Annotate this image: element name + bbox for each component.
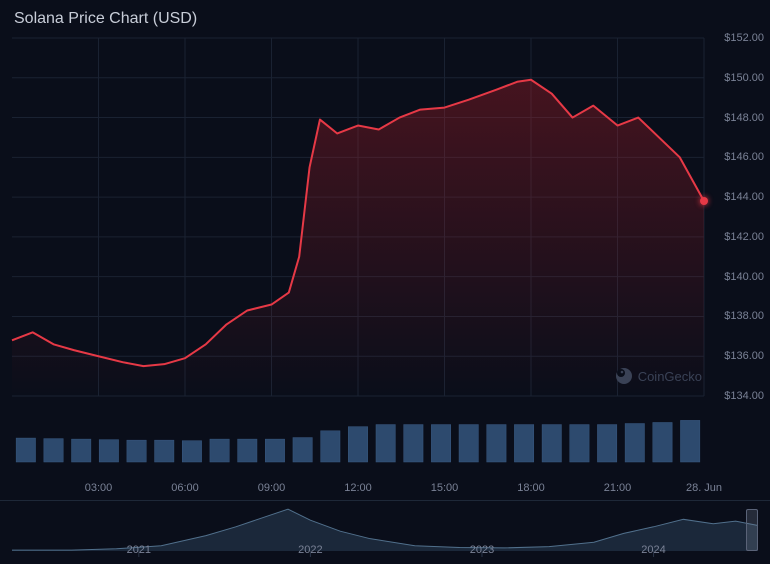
navigator-chart[interactable]: 2021 2022 2023 2024: [0, 500, 770, 562]
nav-year-label: 2021: [127, 544, 151, 556]
watermark-label: CoinGecko: [638, 369, 702, 384]
navigator-handle[interactable]: [746, 509, 758, 551]
x-tick-label: 21:00: [604, 482, 632, 494]
price-chart[interactable]: $134.00 $136.00 $138.00 $140.00 $142.00 $144.…: [0, 32, 770, 402]
y-tick-label: $144.00: [724, 191, 764, 203]
y-tick-label: $134.00: [724, 390, 764, 402]
x-tick-label: 06:00: [171, 482, 199, 494]
x-tick-label: 18:00: [517, 482, 545, 494]
coingecko-icon: [616, 368, 632, 384]
y-tick-label: $138.00: [724, 310, 764, 322]
x-tick-label: 28. Jun: [686, 482, 722, 494]
watermark: CoinGecko: [616, 368, 702, 384]
y-tick-label: $146.00: [724, 151, 764, 163]
x-tick-label: 03:00: [85, 482, 113, 494]
y-tick-label: $142.00: [724, 231, 764, 243]
y-tick-label: $150.00: [724, 72, 764, 84]
volume-chart[interactable]: [0, 404, 770, 476]
x-axis: 03:00 06:00 09:00 12:00 15:00 18:00 21:00 28. J…: [0, 476, 770, 494]
x-tick-label: 12:00: [344, 482, 372, 494]
y-tick-label: $136.00: [724, 350, 764, 362]
nav-year-label: 2022: [298, 544, 322, 556]
x-tick-label: 09:00: [258, 482, 286, 494]
y-axis: $134.00 $136.00 $138.00 $140.00 $142.00 $144.…: [706, 32, 764, 402]
nav-year-label: 2023: [470, 544, 494, 556]
y-tick-label: $148.00: [724, 112, 764, 124]
x-tick-label: 15:00: [431, 482, 459, 494]
chart-title: Solana Price Chart (USD): [0, 0, 770, 32]
y-tick-label: $140.00: [724, 271, 764, 283]
nav-year-label: 2024: [641, 544, 665, 556]
y-tick-label: $152.00: [724, 32, 764, 44]
